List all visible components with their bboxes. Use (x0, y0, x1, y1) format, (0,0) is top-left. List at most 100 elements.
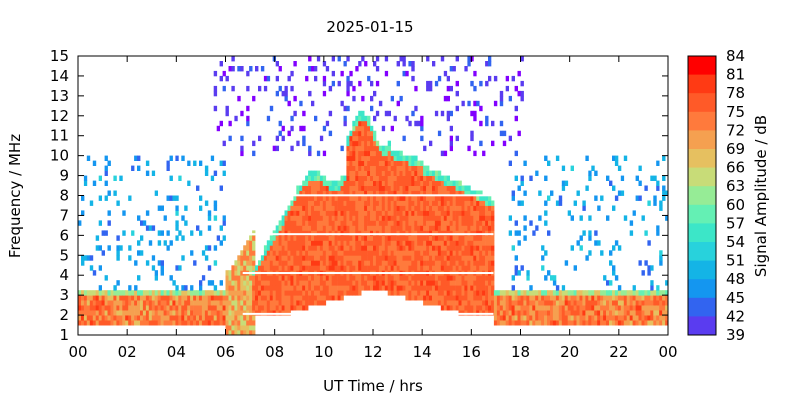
heatmap-cell (340, 240, 344, 246)
heatmap-cell (311, 290, 315, 296)
heatmap-cell (128, 255, 132, 261)
heatmap-cell (128, 315, 132, 321)
heatmap-cell (606, 300, 610, 306)
heatmap-cell (384, 235, 389, 241)
heatmap-cell (414, 185, 418, 191)
heatmap-cell (322, 300, 327, 306)
heatmap-cell (446, 95, 450, 102)
heatmap-cell (665, 290, 669, 296)
heatmap-cell (378, 145, 383, 152)
heatmap-cell (656, 310, 660, 316)
heatmap-cell (461, 265, 465, 271)
heatmap-cell (325, 185, 330, 191)
heatmap-cell (423, 230, 427, 236)
colorbar-tick-label: 42 (726, 307, 745, 325)
heatmap-cell (482, 280, 486, 286)
heatmap-cell (234, 315, 238, 321)
heatmap-cell (461, 280, 465, 286)
heatmap-cell (125, 305, 129, 311)
heatmap-cell (461, 210, 465, 216)
heatmap-cell (491, 120, 495, 127)
heatmap-cell (290, 205, 294, 211)
heatmap-cell (314, 66, 318, 72)
heatmap-cell (210, 175, 215, 181)
heatmap-cell (314, 225, 318, 231)
heatmap-cell (488, 61, 492, 67)
heatmap-cell (83, 315, 88, 321)
heatmap-cell (175, 310, 179, 316)
heatmap-cell (635, 290, 639, 296)
heatmap-cell (626, 300, 631, 306)
heatmap-cell (367, 125, 371, 132)
heatmap-cell (499, 100, 504, 107)
heatmap-cell (402, 170, 406, 176)
heatmap-cell (299, 300, 303, 306)
heatmap-cell (340, 195, 344, 201)
heatmap-cell (485, 245, 489, 251)
heatmap-cell (614, 275, 619, 281)
heatmap-cell (142, 315, 147, 321)
heatmap-cell (417, 215, 421, 221)
y-tick-label: 12 (50, 107, 69, 125)
heatmap-cell (432, 220, 436, 226)
heatmap-cell (370, 235, 374, 241)
heatmap-cell (647, 240, 651, 246)
heatmap-cell (493, 310, 498, 316)
heatmap-cell (352, 200, 356, 206)
heatmap-cell (140, 310, 144, 316)
heatmap-cell (302, 240, 306, 246)
heatmap-cell (358, 205, 362, 211)
heatmap-cell (175, 205, 179, 211)
heatmap-cell (246, 265, 250, 271)
heatmap-cell (426, 205, 430, 211)
heatmap-cell (603, 305, 607, 311)
heatmap-cell (523, 320, 527, 326)
heatmap-cell (544, 220, 548, 226)
heatmap-cell (429, 220, 433, 226)
heatmap-cell (614, 160, 619, 166)
heatmap-cell (378, 235, 383, 241)
heatmap-cell (402, 280, 406, 286)
heatmap-cell (343, 215, 347, 221)
heatmap-cell (104, 230, 108, 236)
heatmap-cell (458, 235, 462, 241)
heatmap-cell (370, 230, 374, 236)
heatmap-cell (614, 295, 619, 301)
heatmap-cell (440, 180, 445, 186)
heatmap-cell (408, 290, 412, 296)
heatmap-cell (128, 285, 132, 291)
heatmap-cell (426, 190, 430, 196)
heatmap-cell (378, 150, 383, 157)
heatmap-cell (520, 295, 524, 301)
heatmap-cell (222, 315, 226, 321)
heatmap-cell (255, 66, 259, 72)
heatmap-cell (429, 245, 433, 251)
heatmap-cell (573, 305, 577, 311)
heatmap-cell (423, 165, 427, 171)
heatmap-cell (659, 300, 663, 306)
heatmap-cell (305, 175, 309, 181)
heatmap-cell (476, 100, 480, 107)
heatmap-cell (496, 320, 501, 326)
heatmap-cell (617, 320, 622, 326)
heatmap-cell (446, 220, 450, 226)
heatmap-cell (405, 175, 409, 181)
heatmap-cell (355, 225, 359, 231)
heatmap-cell (113, 300, 117, 306)
heatmap-cell (417, 295, 421, 301)
heatmap-cell (296, 245, 300, 251)
heatmap-cell (381, 210, 386, 216)
heatmap-cell (361, 165, 365, 171)
heatmap-cell (122, 290, 126, 296)
heatmap-cell (434, 245, 439, 251)
heatmap-cell (228, 295, 232, 301)
heatmap-cell (134, 320, 138, 326)
heatmap-cell (343, 195, 347, 201)
heatmap-cell (423, 210, 427, 216)
heatmap-cell (479, 280, 483, 286)
heatmap-cell (213, 245, 218, 251)
heatmap-cell (86, 305, 91, 311)
chart-title: 2025-01-15 (326, 18, 413, 36)
heatmap-cell (370, 240, 374, 246)
heatmap-cell (340, 225, 344, 231)
